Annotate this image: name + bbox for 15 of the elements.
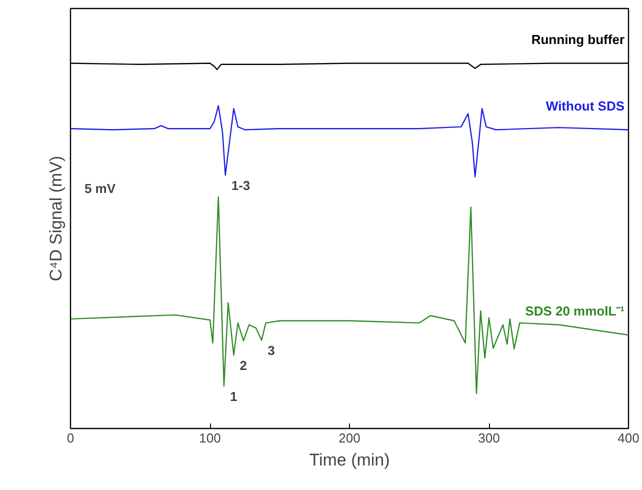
annotation: 1 [230, 389, 238, 404]
annotation: 3 [268, 343, 275, 358]
y-axis-title: C⁴D Signal (mV) [46, 156, 66, 282]
series-label: Running buffer [531, 32, 625, 47]
x-tick-label: 400 [618, 430, 640, 446]
x-axis-title: Time (min) [309, 450, 390, 470]
annotation: 5 mV [84, 181, 116, 196]
annotation: 2 [240, 358, 247, 374]
x-tick-label: 200 [338, 430, 360, 446]
x-tick-label: 0 [66, 430, 74, 446]
annotation: 1-3 [231, 178, 250, 194]
x-tick-label: 300 [478, 430, 500, 446]
series-label: SDS 20 mmolL⁻¹ [525, 304, 625, 319]
x-tick-label: 100 [199, 430, 221, 446]
series-label: Without SDS [546, 98, 625, 114]
